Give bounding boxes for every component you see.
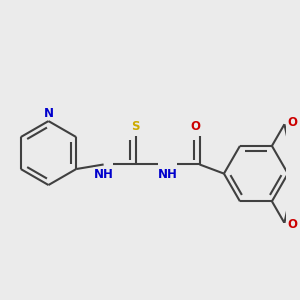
Text: O: O bbox=[190, 120, 200, 133]
Text: O: O bbox=[287, 116, 298, 129]
Text: NH: NH bbox=[158, 168, 178, 181]
Text: NH: NH bbox=[94, 168, 113, 181]
Text: S: S bbox=[131, 120, 140, 133]
Text: O: O bbox=[287, 218, 298, 231]
Text: N: N bbox=[44, 106, 53, 119]
